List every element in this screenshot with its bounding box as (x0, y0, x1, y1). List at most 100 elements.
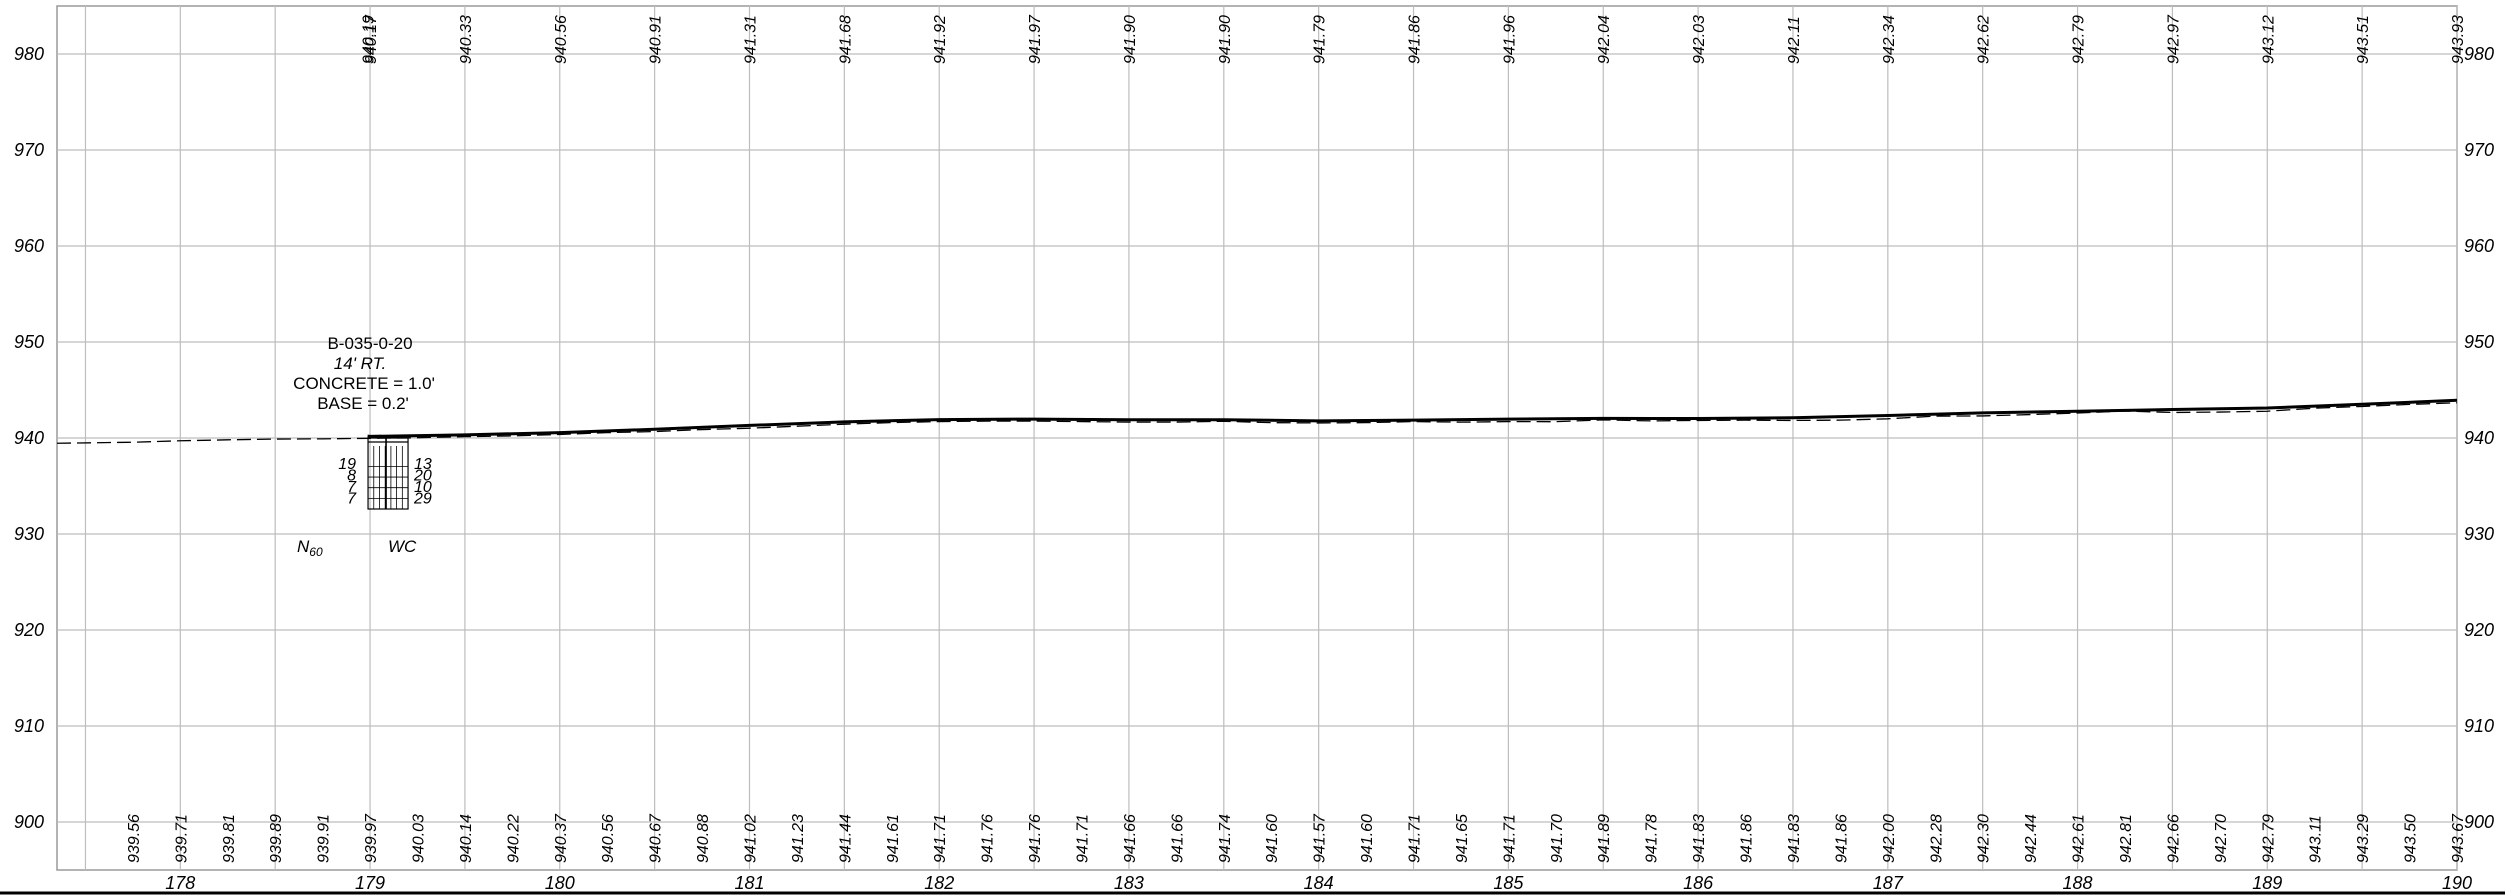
bottom-elevation-value: 941.83 (1691, 814, 1708, 863)
bottom-elevation-value: 943.67 (2450, 813, 2467, 863)
station-label: 181 (734, 873, 764, 893)
elevation-label: 940 (14, 428, 44, 448)
elevation-label: 950 (2464, 332, 2494, 352)
bottom-elevation-value: 943.11 (2308, 815, 2325, 863)
bottom-elevation-value: 941.70 (1549, 814, 1566, 863)
bottom-elevation-value: 942.30 (1976, 814, 1993, 863)
elevation-label: 980 (2464, 44, 2494, 64)
n60-label-text: N (297, 537, 310, 556)
bottom-elevation-value: 942.66 (2165, 814, 2182, 863)
boring-column-frame (367, 437, 409, 510)
elevation-label: 910 (2464, 716, 2494, 736)
station-label: 188 (2063, 873, 2093, 893)
top-elevation-value: 940.17 (363, 14, 380, 64)
n60-label-subscript: 60 (309, 545, 323, 559)
top-elevation-value: 941.31 (742, 15, 759, 64)
n60-value: 8 (347, 468, 356, 485)
top-elevation-value: 943.12 (2260, 15, 2277, 64)
top-elevation-value: 941.97 (1027, 14, 1044, 64)
bottom-elevation-value: 939.71 (173, 814, 190, 863)
bottom-elevation-value: 942.28 (1928, 814, 1945, 863)
bottom-elevation-value: 939.81 (221, 814, 238, 863)
bottom-elevation-value: 942.81 (2118, 814, 2135, 863)
bottom-elevation-value: 941.60 (1264, 814, 1281, 863)
bottom-elevation-value: 939.89 (268, 814, 285, 863)
bottom-elevation-value: 941.78 (1644, 814, 1661, 863)
bottom-elevation-value: 943.50 (2403, 814, 2420, 863)
bottom-elevation-value: 941.02 (742, 814, 759, 863)
bottom-elevation-value: 940.14 (458, 814, 475, 863)
bottom-elevation-value: 941.65 (1454, 814, 1471, 863)
top-elevation-value: 940.91 (648, 15, 665, 64)
bottom-elevation-value: 942.44 (2023, 814, 2040, 863)
elevation-label: 960 (2464, 236, 2494, 256)
boring-log: B-035-0-20 14' RT. CONCRETE = 1.0' BASE … (293, 334, 435, 559)
station-label: 185 (1493, 873, 1524, 893)
elevation-label: 930 (14, 524, 44, 544)
bottom-elevation-value: 941.60 (1359, 814, 1376, 863)
station-label: 183 (1114, 873, 1144, 893)
bottom-elevation-value: 940.67 (648, 813, 665, 863)
elevation-label: 900 (14, 812, 44, 832)
elevation-label: 970 (2464, 140, 2494, 160)
bottom-elevation-value: 940.56 (600, 814, 617, 863)
bottom-elevation-value: 939.97 (363, 813, 380, 863)
station-label: 182 (924, 873, 954, 893)
top-elevation-value: 942.03 (1691, 15, 1708, 64)
station-label: 180 (545, 873, 575, 893)
boring-offset: 14' RT. (334, 354, 386, 373)
elevation-label: 980 (14, 44, 44, 64)
bottom-elevation-value: 941.71 (1075, 814, 1092, 863)
bottom-elevation-value: 941.23 (790, 814, 807, 863)
bottom-elevation-value: 942.70 (2213, 814, 2230, 863)
n60-value: 19 (338, 456, 356, 473)
elevation-label: 920 (14, 620, 44, 640)
bottom-elevation-value: 941.76 (1027, 814, 1044, 863)
station-label: 178 (165, 873, 195, 893)
boring-id: B-035-0-20 (327, 334, 412, 353)
top-elevation-value: 942.97 (2165, 14, 2182, 64)
elevation-label: 970 (14, 140, 44, 160)
station-label: 189 (2252, 873, 2282, 893)
n60-value: 7 (347, 479, 357, 496)
bottom-elevation-value: 940.03 (410, 814, 427, 863)
n60-value: 7 (347, 491, 357, 508)
wc-value: 29 (413, 491, 432, 508)
bottom-elevation-value: 941.83 (1786, 814, 1803, 863)
bottom-elevation-value: 941.66 (1122, 814, 1139, 863)
station-label: 186 (1683, 873, 1714, 893)
grid (56, 5, 2458, 871)
boring-concrete: CONCRETE = 1.0' (293, 374, 435, 393)
top-elevation-value: 941.90 (1217, 15, 1234, 64)
top-elevation-value: 942.34 (1881, 15, 1898, 64)
bottom-elevation-value: 941.76 (980, 814, 997, 863)
proposed-profile-line (367, 398, 2458, 438)
top-elevation-value: 941.92 (932, 15, 949, 64)
top-elevation-value: 940.19 (361, 15, 378, 64)
station-label: 184 (1304, 873, 1334, 893)
wc-label: WC (388, 537, 417, 556)
top-elevation-value: 941.86 (1407, 15, 1424, 64)
elevation-label: 910 (14, 716, 44, 736)
top-elevation-value: 941.79 (1312, 15, 1329, 64)
bottom-elevation-value: 940.88 (695, 814, 712, 863)
wc-value: 20 (413, 468, 432, 485)
elevation-label: 900 (2464, 812, 2494, 832)
boring-column (367, 437, 409, 510)
existing-ground-line (56, 402, 2458, 444)
bottom-elevation-value: 941.71 (1407, 814, 1424, 863)
n60-label: N60 (297, 537, 323, 559)
elevation-label: 920 (2464, 620, 2494, 640)
elevation-label: 940 (2464, 428, 2494, 448)
elevation-axis-right: 980 970 960 950 940 930 920 910 900 (2464, 44, 2494, 832)
bottom-elevation-value: 940.37 (553, 813, 570, 863)
top-elevation-value: 941.96 (1501, 15, 1518, 64)
station-label: 190 (2442, 873, 2472, 893)
top-elevation-value: 943.93 (2450, 15, 2467, 64)
bottom-elevation-value: 941.44 (837, 814, 854, 863)
